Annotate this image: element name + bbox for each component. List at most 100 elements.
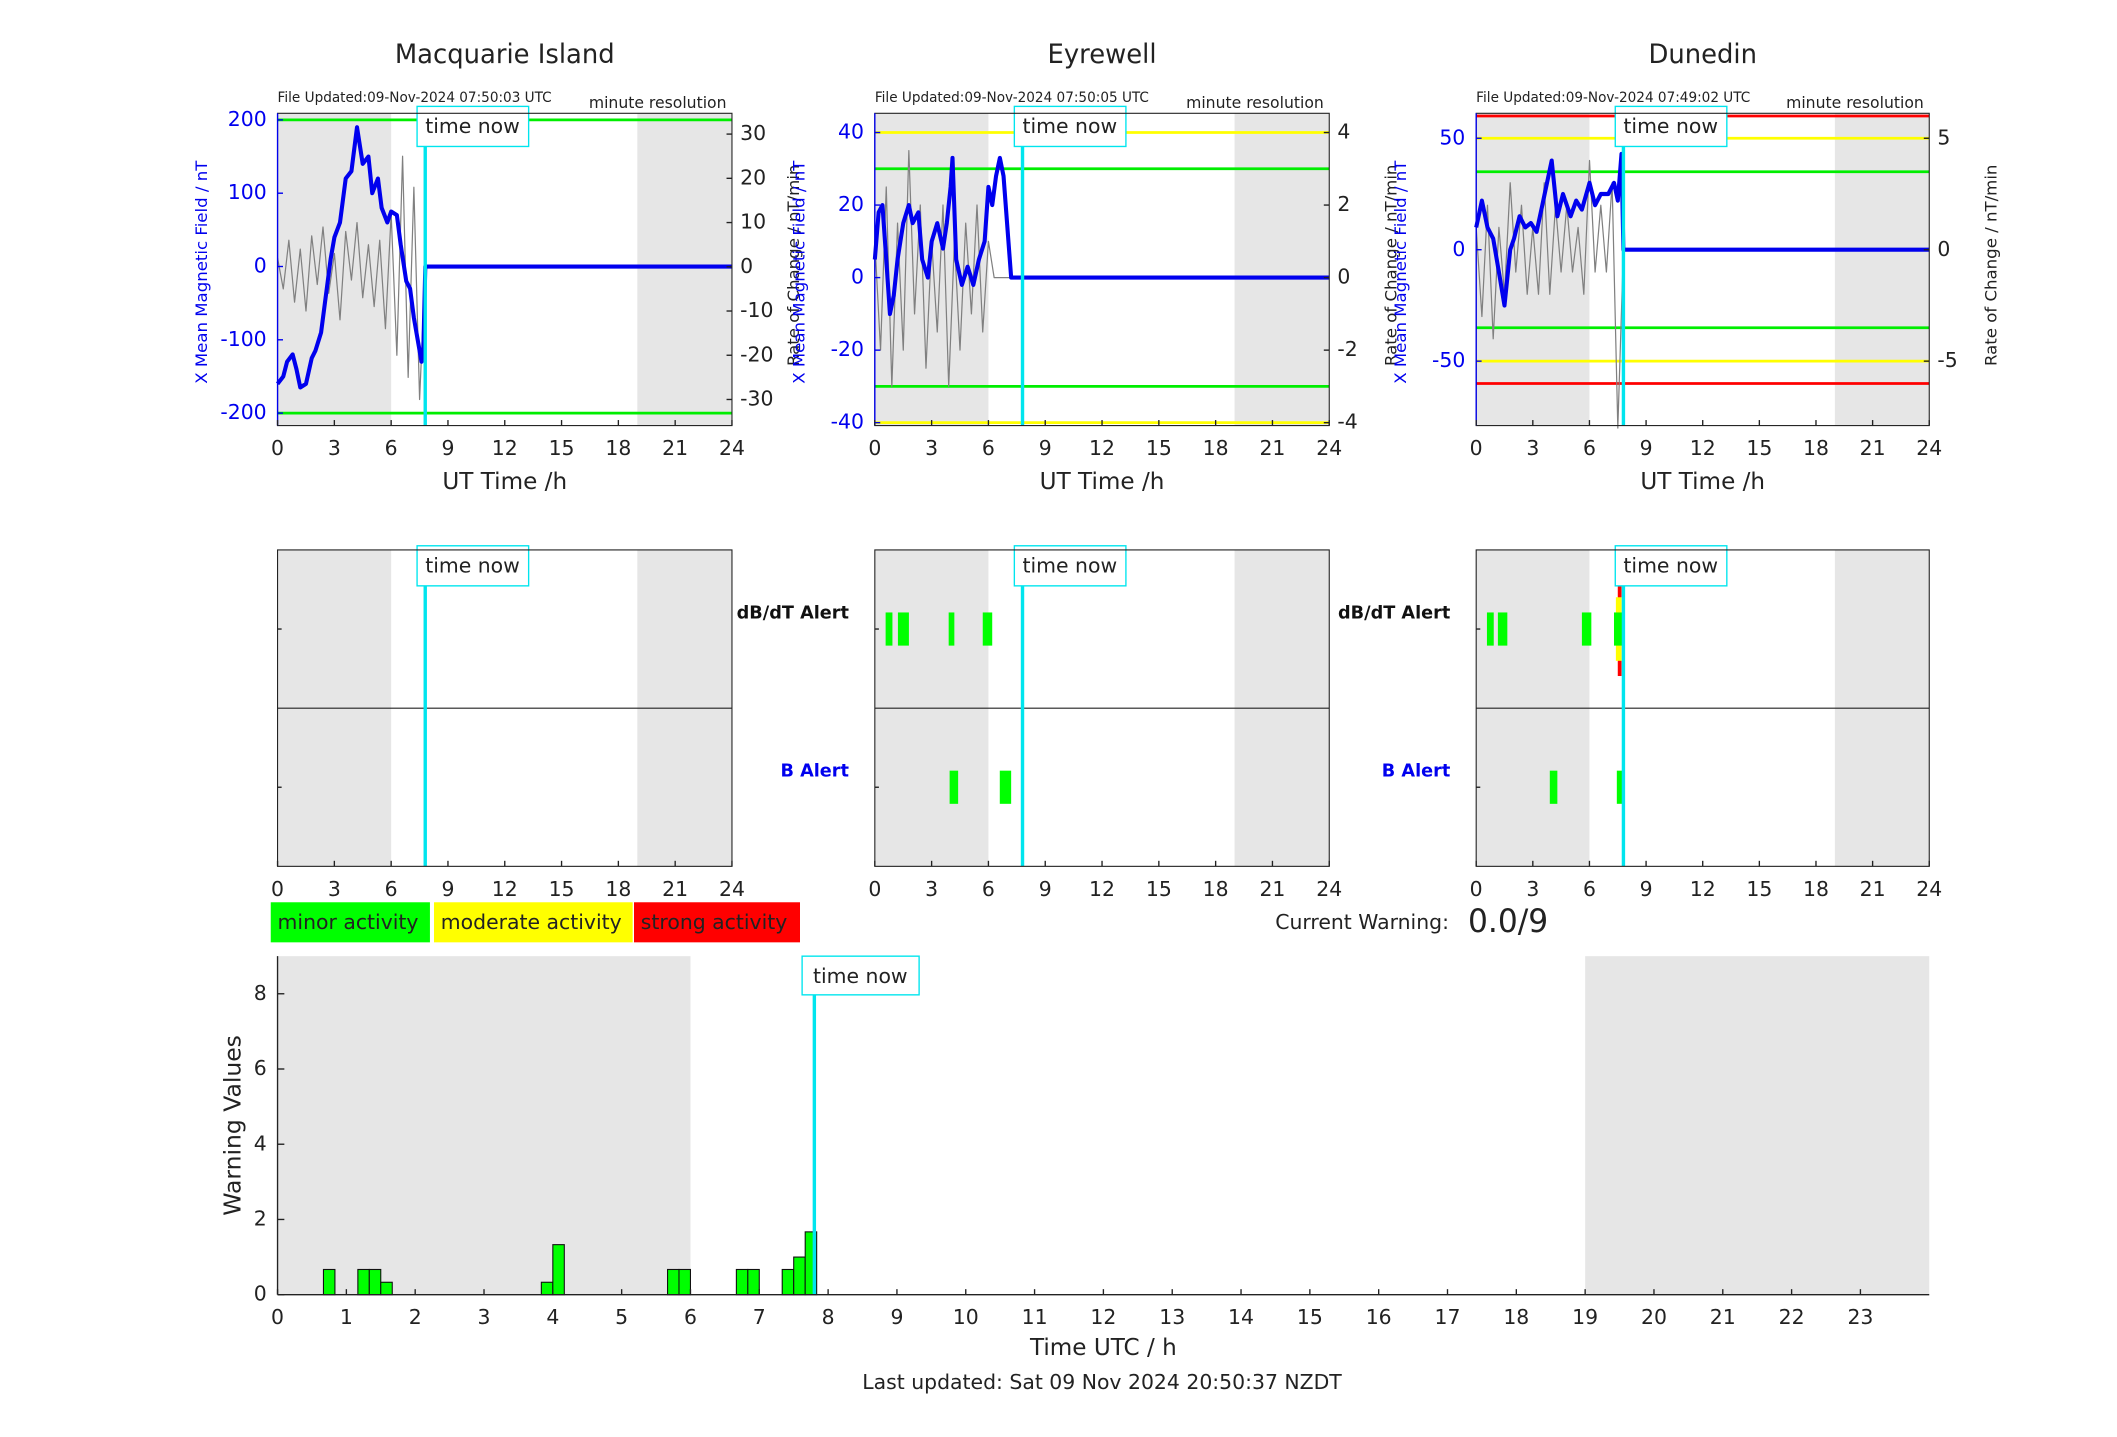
x-tick-label: 18 [1203, 877, 1229, 901]
night-shade [277, 956, 691, 1295]
warning-bar [380, 1281, 393, 1296]
x-tick-label: 23 [1847, 1305, 1873, 1329]
time-now-label: time now [425, 114, 520, 138]
y2-tick-label: -5 [1937, 348, 1957, 372]
x-tick-label: 15 [1746, 436, 1772, 460]
x-axis-label: UT Time /h [1640, 468, 1765, 495]
y-tick-label: 0 [1452, 237, 1465, 261]
x-tick-label: 3 [1526, 877, 1539, 901]
time-now-label: time now [813, 964, 908, 988]
x-tick-label: 18 [1803, 877, 1829, 901]
x-tick-label: 24 [1316, 436, 1342, 460]
x-tick-label: 8 [822, 1305, 835, 1329]
legend-label: strong activity [641, 910, 788, 934]
x-tick-label: 7 [753, 1305, 766, 1329]
x-tick-label: 16 [1366, 1305, 1392, 1329]
x-tick-label: 21 [1710, 1305, 1736, 1329]
night-shade [1234, 113, 1330, 426]
y2-tick-label: 0 [1937, 237, 1950, 261]
x-tick-label: 20 [1641, 1305, 1667, 1329]
warning-bar [357, 1268, 370, 1296]
x-tick-label: 18 [1503, 1305, 1529, 1329]
y-tick-label: 0 [851, 264, 864, 288]
x-tick-label: 1 [340, 1305, 353, 1329]
time-now-box [801, 955, 920, 996]
x-tick-label: 6 [982, 877, 995, 901]
time-now-label: time now [1023, 114, 1118, 138]
x-tick-label: 24 [719, 436, 745, 460]
x-tick-label: 0 [868, 877, 881, 901]
y2-tick-label: 0 [740, 254, 753, 278]
resolution: minute resolution [1786, 93, 1924, 112]
x-tick-label: 3 [925, 436, 938, 460]
warning-bar [678, 1268, 691, 1296]
y-tick-label: 0 [254, 253, 267, 277]
row-label: B Alert [1382, 761, 1451, 782]
y2-tick-label: 0 [1337, 264, 1350, 288]
warning-bar [552, 1244, 565, 1296]
y-tick-label: 40 [838, 119, 864, 143]
x-tick-label: 21 [1860, 436, 1886, 460]
time-now-label: time now [1023, 553, 1118, 577]
alert-bar [949, 770, 959, 804]
y-tick-label: -20 [831, 337, 864, 361]
alert-bar [1497, 612, 1508, 646]
night-shade [277, 113, 392, 426]
x-tick-label: 24 [1916, 436, 1942, 460]
file-updated: File Updated:09-Nov-2024 07:49:02 UTC [1476, 90, 1750, 106]
x-tick-label: 17 [1435, 1305, 1461, 1329]
x-tick-label: 12 [492, 436, 518, 460]
y-tick-label: 100 [228, 180, 267, 204]
x-tick-label: 9 [1640, 436, 1653, 460]
alert-bar [897, 612, 909, 646]
y-tick-label: 0 [254, 1282, 267, 1306]
y2-tick-label: -4 [1337, 410, 1357, 434]
file-updated: File Updated:09-Nov-2024 07:50:05 UTC [875, 90, 1149, 106]
x-tick-label: 13 [1159, 1305, 1185, 1329]
x-tick-label: 0 [271, 436, 284, 460]
warning-bar [781, 1268, 795, 1296]
file-updated: File Updated:09-Nov-2024 07:50:03 UTC [278, 90, 552, 106]
x-tick-label: 0 [1470, 436, 1483, 460]
y2-tick-label: 4 [1337, 119, 1350, 143]
x-tick-label: 3 [925, 877, 938, 901]
x-tick-label: 18 [1803, 436, 1829, 460]
x-tick-label: 9 [1640, 877, 1653, 901]
x-tick-label: 11 [1022, 1305, 1048, 1329]
x-tick-label: 6 [684, 1305, 697, 1329]
x-tick-label: 18 [605, 436, 631, 460]
y2-tick-label: -20 [740, 342, 773, 366]
night-shade [1476, 113, 1590, 426]
x-tick-label: 0 [868, 436, 881, 460]
y2-tick-label: 2 [1337, 192, 1350, 216]
y-tick-label: 4 [254, 1131, 267, 1155]
y-tick-label: -200 [220, 400, 266, 424]
panel-title: Dunedin [1648, 40, 1757, 70]
x-tick-label: 6 [1583, 436, 1596, 460]
time-now-box [1013, 545, 1127, 587]
warning-bar [793, 1256, 806, 1296]
y-axis-label: X Mean Magnetic Field / nT [1391, 160, 1410, 384]
legend-swatch [634, 902, 800, 943]
x-tick-label: 15 [1146, 877, 1172, 901]
warning-bar [322, 1268, 336, 1296]
y-tick-label: 200 [228, 107, 267, 131]
x-axis-label: UT Time /h [442, 468, 567, 495]
legend-label: minor activity [278, 910, 419, 934]
time-now-box [1614, 545, 1728, 587]
legend-swatch [434, 902, 633, 943]
current-warning-value: 0.0/9 [1468, 904, 1548, 940]
legend-label: moderate activity [441, 910, 622, 934]
x-tick-label: 12 [1089, 436, 1115, 460]
resolution: minute resolution [1186, 93, 1324, 112]
x-tick-label: 12 [492, 877, 518, 901]
x-tick-label: 12 [1089, 877, 1115, 901]
y-axis-label: X Mean Magnetic Field / nT [790, 160, 809, 384]
y-tick-label: -50 [1432, 348, 1465, 372]
alert-bar [999, 770, 1012, 804]
x-tick-label: 21 [662, 436, 688, 460]
y-axis-label: X Mean Magnetic Field / nT [192, 160, 211, 384]
x-tick-label: 24 [1316, 877, 1342, 901]
y2-tick-label: -30 [740, 386, 773, 410]
x-tick-label: 21 [1860, 877, 1886, 901]
